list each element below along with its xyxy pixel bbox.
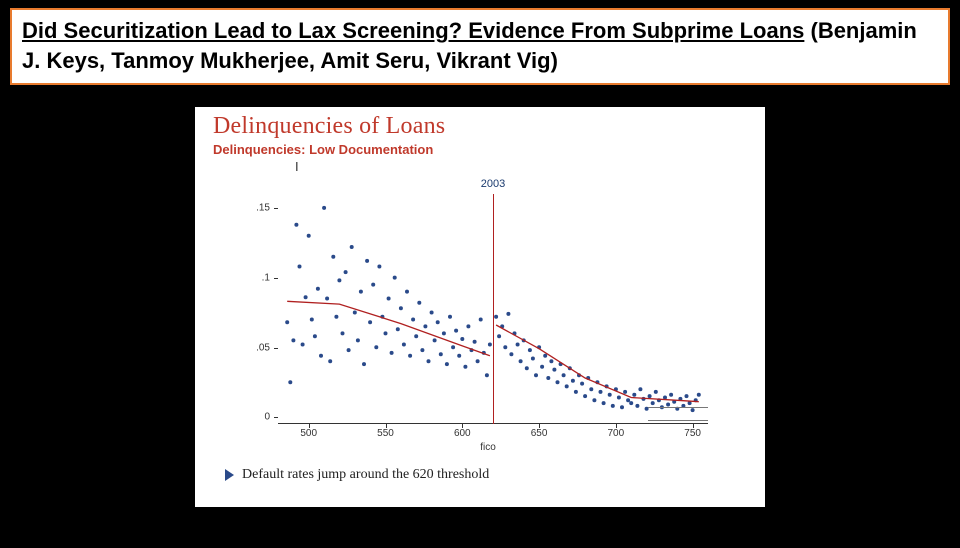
y-tick-mark (274, 208, 278, 209)
y-tick-mark (274, 278, 278, 279)
bullet-triangle-icon (225, 469, 234, 481)
text-cursor: I (295, 159, 837, 174)
x-tick-mark (462, 424, 463, 428)
chart-panel: Delinquencies of Loans Delinquencies: Lo… (195, 107, 765, 507)
x-tick-label: 550 (377, 428, 394, 439)
x-tick-mark (616, 424, 617, 428)
x-axis-label: fico (480, 442, 496, 453)
x-tick-mark (309, 424, 310, 428)
plot-wrap: 2003 fico 0.05.1.15500550600650700750 (238, 176, 738, 461)
y-tick-mark (274, 348, 278, 349)
y-tick-mark (274, 417, 278, 418)
title-link-text: Did Securitization Lead to Lax Screening… (22, 18, 804, 43)
x-tick-label: 600 (454, 428, 471, 439)
x-tick-mark (693, 424, 694, 428)
legend-box (648, 407, 708, 421)
bullet-row: Default rates jump around the 620 thresh… (225, 467, 755, 483)
cutoff-line (493, 194, 494, 424)
slide-title: Did Securitization Lead to Lax Screening… (22, 16, 938, 75)
y-tick-label: .05 (234, 342, 270, 353)
x-tick-label: 500 (300, 428, 317, 439)
x-tick-label: 750 (684, 428, 701, 439)
y-tick-label: 0 (234, 412, 270, 423)
x-tick-label: 700 (608, 428, 625, 439)
x-tick-mark (386, 424, 387, 428)
y-tick-label: .1 (234, 273, 270, 284)
x-tick-label: 650 (531, 428, 548, 439)
x-tick-mark (539, 424, 540, 428)
year-label: 2003 (481, 178, 505, 190)
chart-title: Delinquencies of Loans (213, 113, 755, 140)
y-tick-label: .15 (234, 203, 270, 214)
title-header: Did Securitization Lead to Lax Screening… (10, 8, 950, 85)
chart-subtitle: Delinquencies: Low Documentation (213, 142, 755, 157)
bullet-text: Default rates jump around the 620 thresh… (242, 467, 489, 483)
